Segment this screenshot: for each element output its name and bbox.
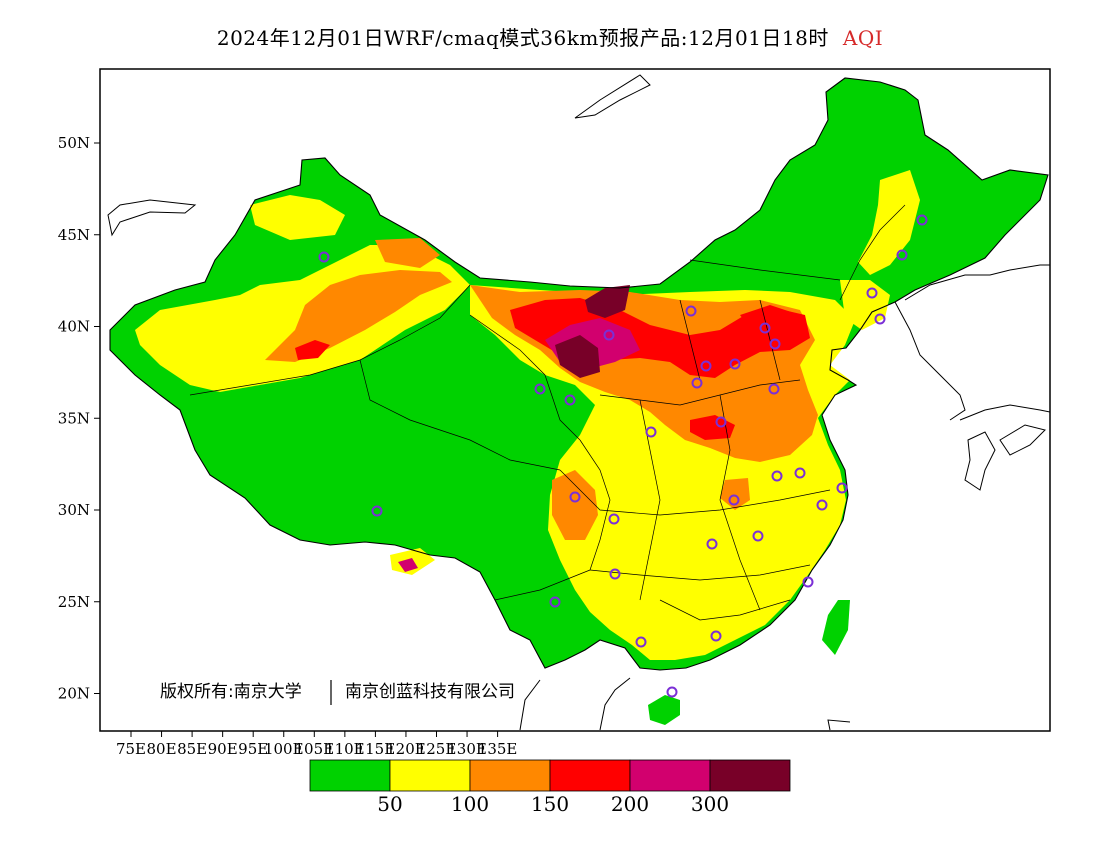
lon-tick-label: 95E <box>238 740 268 758</box>
city-marker <box>896 249 908 261</box>
lon-tick-label: 135E <box>478 740 518 758</box>
zone-orange-sichuan <box>552 470 598 540</box>
city-marker <box>866 287 878 299</box>
city-marker <box>771 470 783 482</box>
city-marker <box>608 513 620 525</box>
city-marker <box>685 305 697 317</box>
zone-red-beijing <box>740 305 805 345</box>
lon-tick-label: 90E <box>208 740 238 758</box>
lat-tick-label: 35N <box>58 409 90 427</box>
city-marker <box>729 358 741 370</box>
legend-label: 150 <box>531 792 569 816</box>
legend-swatch <box>389 759 471 792</box>
city-marker <box>794 467 806 479</box>
city-marker <box>569 491 581 503</box>
city-marker-layer <box>318 214 928 698</box>
lon-tick-label: 100E <box>264 740 304 758</box>
city-marker <box>769 338 781 350</box>
city-marker <box>603 329 615 341</box>
lon-tick-label: 120E <box>386 740 426 758</box>
map-frame <box>99 68 1051 732</box>
zone-yellow-liaoning <box>840 280 890 330</box>
legend-swatch <box>629 759 711 792</box>
lat-tick-label: 50N <box>58 134 90 152</box>
lat-tick-label: 45N <box>58 226 90 244</box>
legend-swatch <box>309 759 391 792</box>
latitude-axis: 50N 45N 40N 35N 30N 25N 20N <box>58 134 100 703</box>
city-marker <box>691 377 703 389</box>
city-marker <box>715 416 727 428</box>
map-title: 2024年12月01日WRF/cmaq模式36km预报产品:12月01日18时 A… <box>0 22 1100 51</box>
legend-label: 100 <box>451 792 489 816</box>
map-title-text: 2024年12月01日WRF/cmaq模式36km预报产品:12月01日18时 <box>216 26 829 50</box>
lon-tick-label: 75E <box>116 740 146 758</box>
legend-swatch <box>549 759 631 792</box>
city-marker <box>836 482 848 494</box>
legend-swatch <box>709 759 791 792</box>
lon-tick-label: 80E <box>147 740 177 758</box>
city-marker <box>759 322 771 334</box>
neighbour-coastlines <box>107 74 1050 731</box>
zone-maroon-inner-mongolia <box>585 285 630 318</box>
zone-purple-yunnan <box>398 558 418 572</box>
zone-orange-north-xj <box>375 238 440 268</box>
aqi-legend: 50 100 150 200 300 <box>309 759 791 816</box>
lat-tick-label: 25N <box>58 593 90 611</box>
city-marker <box>916 214 928 226</box>
lat-tick-label: 30N <box>58 501 90 519</box>
city-marker <box>768 383 780 395</box>
zone-red-henan <box>690 415 735 440</box>
city-marker <box>802 576 814 588</box>
city-marker <box>666 686 678 698</box>
city-marker <box>645 426 657 438</box>
city-marker <box>564 394 576 406</box>
legend-label: 200 <box>611 792 649 816</box>
city-marker <box>816 499 828 511</box>
copyright-text-2: 南京创蓝科技有限公司 <box>345 682 515 702</box>
legend-swatch <box>469 759 551 792</box>
city-marker <box>752 530 764 542</box>
map-layers <box>107 74 1050 731</box>
lon-tick-label: 125E <box>417 740 457 758</box>
province-boundaries <box>189 204 906 621</box>
city-marker <box>728 494 740 506</box>
lat-tick-label: 20N <box>58 685 90 703</box>
zone-orange-tarim <box>265 270 452 362</box>
region-hainan <box>648 695 680 725</box>
zone-red-tarim-spot <box>295 340 330 360</box>
city-marker <box>534 383 546 395</box>
city-marker <box>700 360 712 372</box>
lon-tick-label: 115E <box>356 740 396 758</box>
longitude-axis: 75E 80E 85E 90E 95E100E105E110E115E120E125E1… <box>116 731 517 758</box>
map-variable-label: AQI <box>842 26 884 50</box>
city-marker <box>706 538 718 550</box>
lat-tick-label: 40N <box>58 318 90 336</box>
lon-tick-label: 110E <box>325 740 365 758</box>
legend-label: 50 <box>377 792 402 816</box>
lon-tick-label: 105E <box>295 740 335 758</box>
zone-maroon-ningxia <box>555 335 600 378</box>
zone-yellow-north-xj <box>250 195 345 240</box>
city-marker <box>371 505 383 517</box>
lon-tick-label: 85E <box>177 740 207 758</box>
zone-orange-hubei <box>720 478 750 510</box>
legend-label: 300 <box>691 792 729 816</box>
china-border <box>109 77 1049 671</box>
zone-yellow-northeast <box>858 170 920 275</box>
copyright-text-1: 版权所有:南京大学 <box>160 682 302 702</box>
copyright-notice: 版权所有:南京大学 南京创蓝科技有限公司 <box>160 680 515 705</box>
city-marker <box>710 630 722 642</box>
city-marker <box>549 596 561 608</box>
city-marker <box>874 313 886 325</box>
city-marker <box>635 636 647 648</box>
region-taiwan <box>822 600 850 655</box>
lon-tick-label: 130E <box>447 740 487 758</box>
city-marker <box>318 251 330 263</box>
city-marker <box>609 568 621 580</box>
